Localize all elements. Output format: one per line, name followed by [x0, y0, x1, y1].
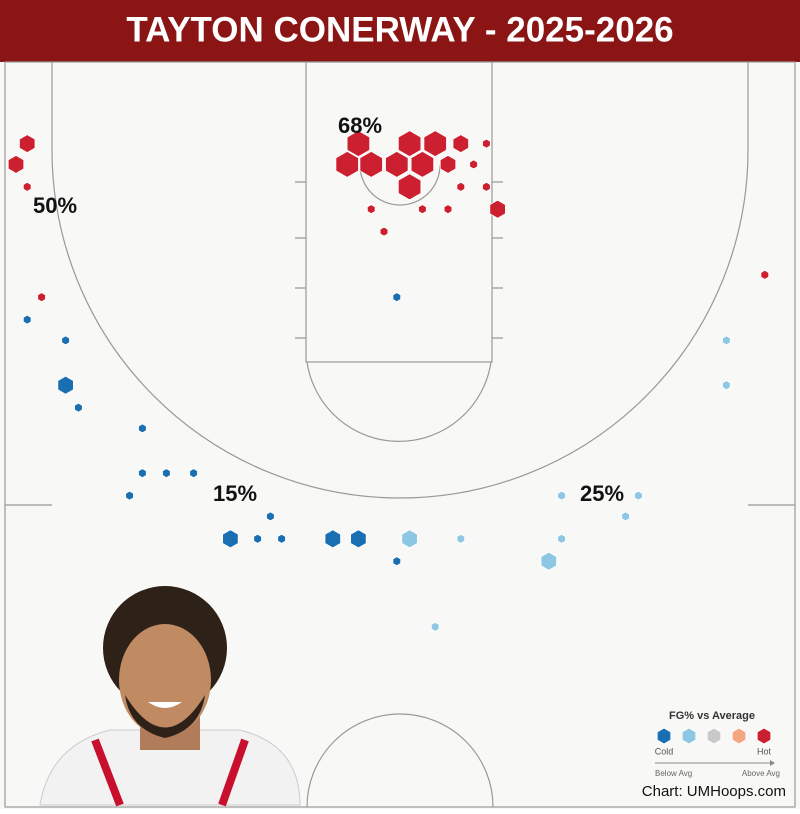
shot-hex [37, 292, 46, 303]
player-photo [39, 586, 301, 807]
legend-scale-low: Below Avg [655, 769, 692, 778]
lane-marks [295, 181, 503, 339]
shot-hex [760, 269, 770, 280]
shot-hex [469, 159, 478, 170]
shot-hex [22, 181, 32, 192]
three-point-line [51, 62, 749, 499]
court-lines [4, 61, 796, 808]
jersey-trim [91, 738, 249, 807]
legend-swatch [756, 727, 772, 745]
shot-hex [61, 335, 70, 346]
legend-high: Hot [757, 746, 772, 756]
title-bar [0, 0, 800, 62]
shot-hex [430, 621, 440, 632]
legend-swatch [731, 727, 747, 745]
shot-hex [423, 130, 447, 158]
shot-hex [22, 314, 32, 325]
shot-hex [138, 468, 147, 479]
zone-label: 50% [33, 193, 77, 218]
shot-hex [482, 181, 491, 192]
shot-hex [359, 150, 383, 178]
shot-hex [379, 226, 389, 237]
shot-hex [324, 529, 341, 549]
credit: Chart: UMHoops.com [642, 783, 786, 800]
shot-hex [57, 375, 74, 395]
shot-hex [482, 138, 491, 149]
smile [148, 702, 182, 708]
beard [125, 695, 205, 738]
shot-hex [392, 292, 402, 303]
legend-swatch [706, 727, 722, 745]
shot-hex [138, 423, 147, 434]
shot-hex [489, 199, 506, 219]
zone-label: 25% [580, 481, 624, 506]
shot-hex [439, 154, 457, 174]
shot-hex [335, 150, 359, 178]
free-throw-circle [306, 361, 492, 442]
restricted-area [359, 164, 441, 206]
legend-low: Cold [655, 746, 674, 756]
legend-scale-high: Above Avg [742, 769, 780, 778]
shot-hex [456, 181, 466, 192]
shot-hex [125, 490, 134, 501]
shot-hex [452, 134, 469, 154]
legend-arrowhead [770, 760, 775, 766]
jersey [39, 729, 301, 806]
shot-hex [722, 335, 731, 346]
shot-hex [557, 533, 566, 544]
shot-hex [266, 511, 275, 522]
shot-hex [19, 134, 36, 154]
shot-hex [222, 529, 239, 549]
shot-hex [410, 150, 435, 178]
legend-title: FG% vs Average [669, 710, 755, 722]
shot-hex [418, 204, 427, 215]
zone-label: 15% [213, 481, 257, 506]
shot-hex [253, 533, 262, 544]
shot-hex [162, 468, 171, 479]
shot-hex [392, 556, 402, 567]
shot-hex [456, 533, 466, 544]
shot-hex [401, 529, 418, 549]
legend-swatch [681, 727, 697, 745]
shot-hex [397, 130, 422, 158]
shot-hex [189, 468, 198, 479]
legend-swatch [656, 727, 672, 745]
shot-hex [397, 173, 422, 201]
shot-hex [634, 490, 643, 501]
shot-hex [621, 511, 630, 522]
chart-title: TAYTON CONERWAY - 2025-2026 [126, 10, 673, 49]
shot-hex [350, 529, 367, 549]
shot-hex [722, 380, 731, 391]
shot-hex [557, 490, 566, 501]
shot-hex [7, 154, 25, 174]
shot-hex [366, 204, 376, 215]
shot-hex [277, 533, 286, 544]
shot-hex [540, 551, 557, 571]
face [119, 624, 211, 736]
zone-label: 68% [338, 113, 382, 138]
shot-hex [385, 150, 409, 178]
shot-hex [346, 130, 371, 158]
center-circle [306, 713, 494, 808]
shot-hex [443, 204, 453, 215]
shot-hex [74, 402, 83, 413]
